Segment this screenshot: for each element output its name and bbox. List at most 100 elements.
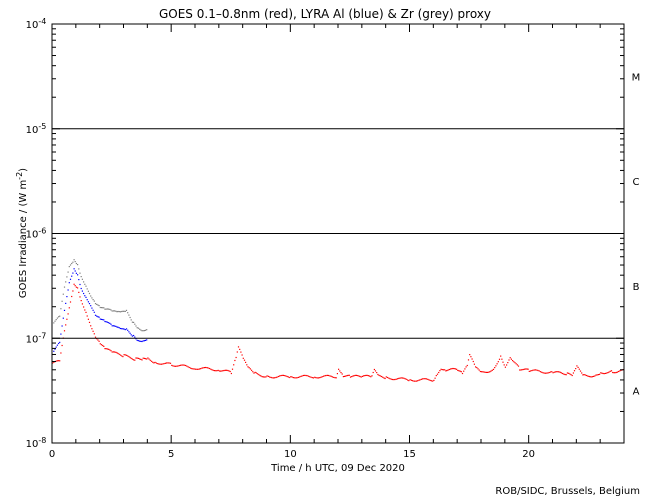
data-point bbox=[77, 264, 79, 266]
data-point bbox=[92, 330, 94, 332]
y-tick-label: 10-4 bbox=[26, 17, 47, 31]
data-point bbox=[543, 372, 545, 374]
data-point bbox=[118, 353, 120, 355]
data-point bbox=[104, 320, 106, 323]
data-point bbox=[538, 370, 540, 372]
data-point bbox=[554, 371, 557, 373]
data-point bbox=[60, 333, 62, 335]
data-point bbox=[311, 377, 313, 379]
data-point bbox=[139, 358, 141, 360]
data-point bbox=[123, 354, 125, 356]
data-point bbox=[289, 376, 291, 379]
data-point bbox=[78, 268, 80, 270]
data-point bbox=[72, 272, 74, 274]
data-point bbox=[131, 358, 133, 360]
data-point bbox=[72, 290, 74, 292]
data-point bbox=[103, 319, 105, 321]
data-point bbox=[264, 376, 266, 378]
data-point bbox=[473, 363, 475, 365]
data-point bbox=[248, 367, 250, 369]
data-point bbox=[453, 368, 455, 370]
data-point bbox=[348, 374, 350, 376]
data-point bbox=[140, 329, 142, 331]
data-point bbox=[314, 376, 316, 378]
data-point bbox=[259, 374, 261, 377]
data-point bbox=[412, 380, 414, 382]
y-axis-label: GOES Irradiance / (W m-2) bbox=[15, 168, 29, 298]
data-point bbox=[290, 376, 292, 378]
series-2 bbox=[53, 259, 148, 332]
data-point bbox=[295, 377, 297, 379]
data-point bbox=[282, 374, 284, 376]
data-point bbox=[141, 330, 143, 332]
data-point bbox=[79, 272, 81, 274]
data-point bbox=[67, 289, 69, 291]
data-point bbox=[81, 290, 83, 292]
data-point bbox=[371, 375, 373, 377]
data-point bbox=[372, 371, 374, 374]
data-point bbox=[68, 307, 70, 309]
data-point bbox=[111, 310, 113, 312]
data-point bbox=[520, 369, 522, 371]
x-tick-label: 0 bbox=[49, 449, 55, 460]
data-point bbox=[56, 344, 58, 346]
data-point bbox=[68, 282, 70, 284]
data-point bbox=[568, 372, 570, 374]
data-point bbox=[54, 320, 56, 322]
data-point bbox=[615, 371, 617, 374]
data-point bbox=[432, 380, 434, 382]
data-point bbox=[137, 327, 139, 329]
data-point bbox=[133, 334, 135, 337]
data-point bbox=[269, 376, 271, 378]
data-point bbox=[87, 301, 89, 303]
data-point bbox=[229, 370, 231, 373]
data-point bbox=[365, 374, 367, 376]
data-point bbox=[143, 340, 145, 342]
data-point bbox=[193, 368, 195, 370]
data-point bbox=[540, 371, 542, 373]
data-point bbox=[74, 285, 76, 287]
data-point bbox=[334, 377, 336, 379]
credit-text: ROB/SIDC, Brussels, Belgium bbox=[495, 486, 640, 497]
data-point bbox=[59, 315, 61, 317]
data-point bbox=[92, 299, 94, 301]
data-point bbox=[382, 376, 384, 378]
data-point bbox=[221, 370, 223, 372]
data-point bbox=[144, 339, 147, 341]
data-point bbox=[224, 369, 226, 371]
data-point bbox=[73, 283, 75, 285]
data-point bbox=[548, 371, 550, 374]
data-point bbox=[370, 376, 372, 378]
data-point bbox=[591, 376, 593, 378]
data-point bbox=[83, 306, 85, 308]
data-point bbox=[129, 332, 131, 334]
data-point bbox=[506, 364, 508, 366]
data-point bbox=[436, 373, 439, 375]
data-point bbox=[200, 368, 202, 370]
data-point bbox=[345, 375, 347, 377]
data-point bbox=[349, 376, 352, 378]
data-point bbox=[596, 374, 598, 376]
data-point bbox=[83, 281, 85, 283]
data-point bbox=[198, 368, 200, 370]
data-point bbox=[336, 373, 338, 375]
data-point bbox=[503, 364, 505, 366]
data-point bbox=[346, 375, 348, 377]
data-point bbox=[485, 371, 487, 373]
data-point bbox=[450, 368, 452, 370]
data-point bbox=[562, 372, 564, 375]
data-point bbox=[246, 364, 248, 366]
data-point bbox=[307, 375, 310, 377]
data-point bbox=[128, 331, 130, 333]
data-point bbox=[134, 323, 136, 325]
data-point bbox=[514, 362, 516, 364]
data-point bbox=[90, 295, 92, 297]
data-point bbox=[114, 310, 116, 312]
data-point bbox=[534, 369, 537, 371]
data-point bbox=[240, 351, 242, 353]
data-point bbox=[523, 368, 526, 370]
data-point bbox=[115, 310, 117, 312]
data-point bbox=[261, 376, 263, 378]
data-point bbox=[522, 368, 524, 371]
